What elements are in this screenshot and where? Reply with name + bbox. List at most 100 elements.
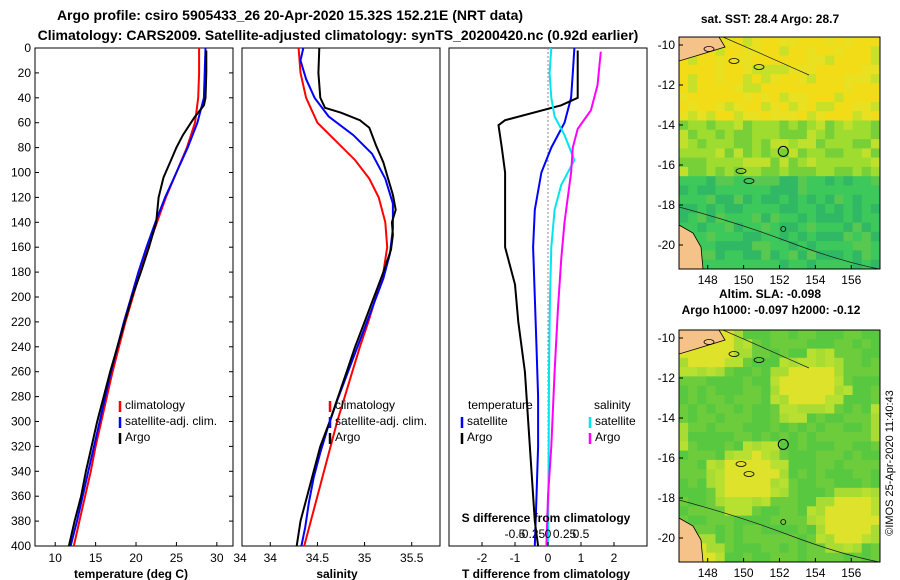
legend-label: satellite xyxy=(595,414,636,428)
map-cell xyxy=(834,515,844,526)
map-cell xyxy=(797,111,808,122)
map-cell xyxy=(797,552,808,562)
map-cell xyxy=(843,74,854,84)
map-cell xyxy=(779,185,790,196)
series-line-satellite-adj-clim- xyxy=(299,47,394,547)
map-cell xyxy=(825,92,835,103)
map-cell xyxy=(806,432,817,442)
map-cell xyxy=(752,204,762,214)
map-cell xyxy=(861,497,872,507)
map-cell xyxy=(834,231,844,242)
map-cell xyxy=(816,222,826,233)
map-cell xyxy=(733,204,744,214)
map-cell xyxy=(697,176,707,187)
map-cell xyxy=(816,339,826,350)
map-cell xyxy=(752,74,762,84)
map-cell xyxy=(752,166,762,177)
map-cell xyxy=(825,157,835,168)
map-cell xyxy=(715,231,726,242)
map-cell xyxy=(806,459,817,470)
temperature-x-axis: 10 15 20 25 30 xyxy=(49,542,224,565)
map-cell xyxy=(852,524,863,535)
map-cell xyxy=(770,250,781,261)
difference-legend: temperature salinity satellite Argo satellit… xyxy=(460,398,636,444)
map-cell xyxy=(806,102,817,112)
map-cell xyxy=(679,55,689,66)
map-cell xyxy=(770,441,781,452)
map-cell xyxy=(724,487,735,498)
salinity-x-axis: 34 34.5 35 35.5 34 xyxy=(233,542,424,565)
map-cell xyxy=(706,543,717,554)
map-cell xyxy=(724,385,735,396)
map-cell xyxy=(806,139,817,149)
map-cell xyxy=(816,250,826,261)
map-cell xyxy=(761,376,771,387)
map-cell xyxy=(797,469,808,480)
map-cell xyxy=(870,250,880,261)
map-cell xyxy=(706,459,717,470)
map-cell xyxy=(816,357,826,368)
map-cell xyxy=(861,534,872,545)
map-cell xyxy=(788,92,799,103)
map-cell xyxy=(770,46,781,57)
map-cell xyxy=(834,534,844,545)
land-queensland xyxy=(679,224,704,269)
depth-tick-label: 380 xyxy=(11,514,31,528)
lon-tick-label: 148 xyxy=(698,273,718,287)
map-cell xyxy=(697,102,707,112)
map-cell xyxy=(724,515,735,526)
series-line-argo xyxy=(295,47,397,547)
lat-tick-label: -16 xyxy=(658,158,676,172)
series-line-salinity-satellite xyxy=(547,47,576,547)
map-cell xyxy=(843,367,854,377)
lon-tick-label: 150 xyxy=(734,566,754,580)
map-cell xyxy=(852,487,863,498)
map-cell xyxy=(706,194,717,205)
map-cell xyxy=(852,222,863,233)
map-cell xyxy=(870,64,880,75)
map-cell xyxy=(715,55,726,66)
map-cell xyxy=(816,120,826,131)
map-cell xyxy=(843,111,854,122)
map-cell xyxy=(834,348,844,359)
map-cell xyxy=(843,204,854,214)
map-cell xyxy=(806,64,817,75)
map-cell xyxy=(861,129,872,140)
map-cell xyxy=(797,413,808,424)
map-cell xyxy=(816,487,826,498)
map-cell xyxy=(752,157,762,168)
map-cell xyxy=(797,348,808,359)
map-cell xyxy=(779,376,790,387)
map-cell xyxy=(688,148,698,159)
x-tick-label: 1 xyxy=(578,551,585,565)
map-cell xyxy=(706,74,717,84)
map-cell xyxy=(788,204,799,214)
map-cell xyxy=(788,478,799,489)
map-cell xyxy=(806,157,817,168)
map-cell xyxy=(779,422,790,433)
map-cell xyxy=(752,194,762,205)
map-cell xyxy=(852,157,863,168)
map-cell xyxy=(797,139,808,149)
map-cell xyxy=(797,357,808,368)
legend-label: Argo xyxy=(335,430,361,444)
map-cell xyxy=(861,148,872,159)
map-cell xyxy=(688,506,698,517)
map-cell xyxy=(779,102,790,112)
map-cell xyxy=(761,111,771,122)
map-cell xyxy=(779,157,790,168)
map-cell xyxy=(679,413,689,424)
map-cell xyxy=(788,395,799,405)
map-cell xyxy=(843,515,854,526)
x-tick-label: 0 xyxy=(545,551,552,565)
map-cell xyxy=(697,148,707,159)
map-cell xyxy=(788,543,799,554)
depth-tick-label: 400 xyxy=(11,539,31,553)
map-cell xyxy=(770,120,781,131)
map-cell xyxy=(733,552,744,562)
map-cell xyxy=(688,459,698,470)
map-cell xyxy=(870,83,880,94)
map-cell xyxy=(770,367,781,377)
map-cell xyxy=(834,166,844,177)
map-cell xyxy=(834,478,844,489)
